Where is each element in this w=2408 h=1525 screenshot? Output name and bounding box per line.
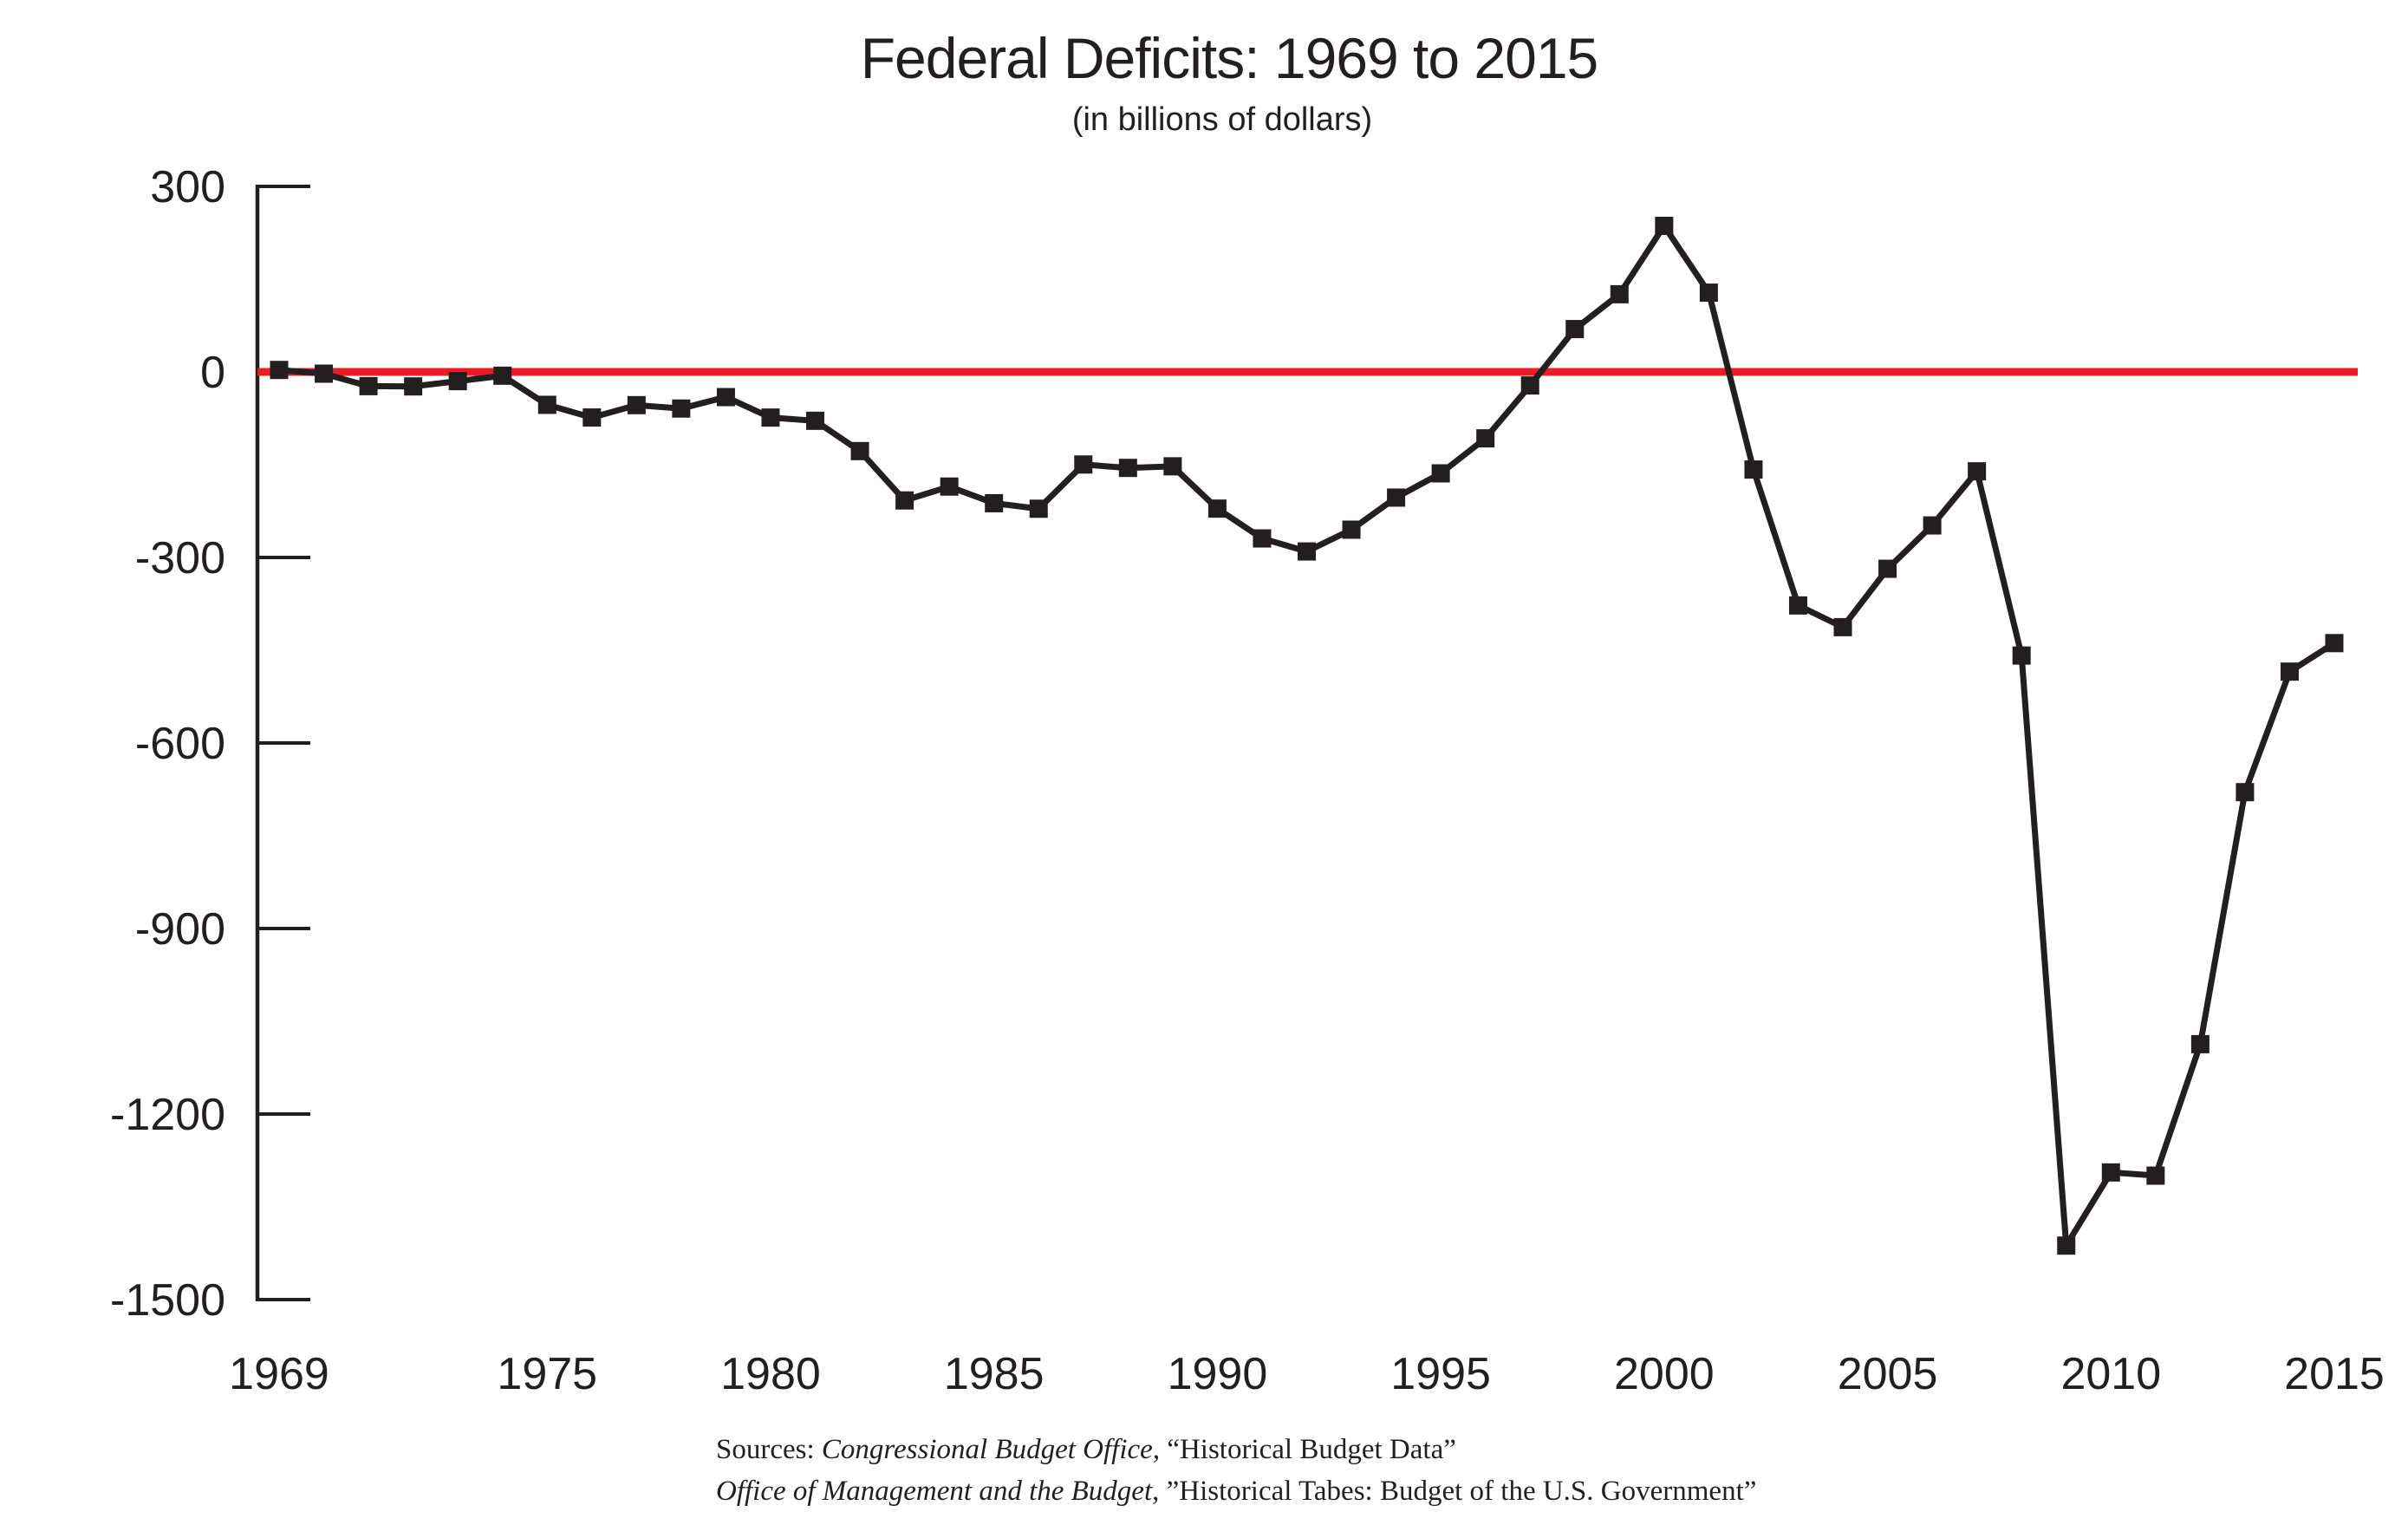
data-point-marker [1431,464,1450,483]
sources-line-1: Sources: Congressional Budget Office, “H… [716,1434,1456,1465]
y-axis-tick-label: -1500 [110,1275,225,1326]
data-point-marker [1118,459,1137,478]
data-point-marker [1476,429,1495,448]
data-point-marker [404,377,423,396]
data-point-marker [895,491,914,510]
data-point-marker [537,395,556,414]
x-axis-tick-label: 2015 [2284,1349,2385,1399]
data-point-marker [1253,529,1272,548]
data-point-marker [1074,455,1093,474]
y-axis-tick-label: -600 [135,719,225,769]
data-point-marker [1699,283,1718,303]
data-point-marker [850,441,869,460]
data-point-marker [1744,460,1763,479]
data-point-marker [2057,1236,2076,1255]
x-axis-tick-label: 2005 [1838,1349,1938,1399]
data-point-marker [1298,542,1316,561]
x-axis-tick-label: 2010 [2060,1349,2161,1399]
data-point-marker [672,399,691,418]
chart-subtitle: (in billions of dollars) [1072,101,1372,138]
y-axis-tick-label: -900 [135,904,225,955]
source-2-name: Office of Management and the Budget [716,1476,1153,1507]
data-point-marker [1923,516,1942,535]
x-axis-tick-label: 1985 [944,1349,1045,1399]
x-axis-tick-label: 1980 [720,1349,821,1399]
x-axis-tick-label: 1975 [497,1349,597,1399]
x-axis-tick-label: 1995 [1390,1349,1491,1399]
data-point-marker [448,372,467,391]
data-point-marker [806,411,825,430]
data-point-marker [2190,1034,2210,1053]
data-point-marker [1207,499,1227,518]
data-point-marker [493,366,512,385]
data-point-marker [761,408,780,427]
x-axis-tick-label: 2000 [1614,1349,1715,1399]
data-point-marker [1029,499,1048,518]
data-point-marker [716,388,735,407]
data-point-marker [1833,617,1852,636]
source-2-title: , ”Historical Tabes: Budget of the U.S. … [1152,1476,1756,1507]
data-point-marker [1163,457,1182,476]
y-axis-tick-label: 0 [200,348,225,398]
data-point-marker [2325,634,2344,653]
data-point-marker [2146,1166,2165,1185]
sources-line-2: Office of Management and the Budget, ”Hi… [716,1476,1756,1507]
x-axis-tick-label: 1969 [229,1349,329,1399]
deficit-line-series [278,220,2336,1255]
data-point-marker [315,364,334,383]
data-point-marker [1968,462,1987,481]
data-point-marker [1610,284,1629,303]
data-point-marker [359,376,378,395]
data-point-marker [582,408,602,427]
data-point-marker [627,395,646,414]
data-point-marker [1788,596,1807,615]
data-point-marker [2280,662,2299,681]
data-point-marker [1878,559,1897,578]
chart-title: Federal Deficits: 1969 to 2015 [861,26,1598,90]
data-point-marker [985,493,1004,512]
data-point-marker [1655,217,1674,236]
source-1-name: Congressional Budget Office [822,1434,1153,1465]
sources-label: Sources: [716,1434,822,1465]
data-point-marker [940,477,959,496]
data-point-marker [1520,376,1539,395]
source-1-title: , “Historical Budget Data” [1153,1434,1456,1465]
y-axis-tick-label: 300 [150,162,225,212]
data-point-marker [1342,520,1361,539]
y-axis-tick-label: -1200 [110,1090,225,1140]
data-point-marker [2101,1163,2120,1182]
data-point-marker [1565,320,1585,339]
data-point-marker [2236,783,2255,802]
x-axis-tick-label: 1990 [1168,1349,1268,1399]
y-axis-tick-label: -300 [135,533,225,583]
data-point-marker [1387,488,1406,507]
data-point-marker [2012,646,2031,665]
data-point-marker [270,361,289,380]
